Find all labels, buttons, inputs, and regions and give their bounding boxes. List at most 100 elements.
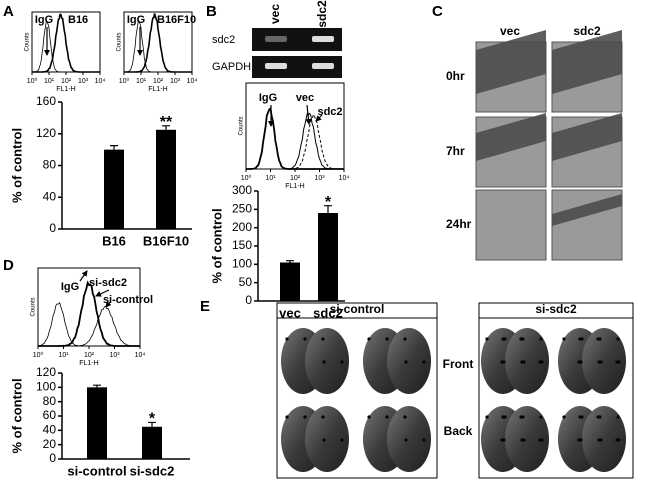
gel-band <box>312 36 334 42</box>
nodule <box>500 360 504 364</box>
label: 7hr <box>446 144 465 158</box>
label: 10⁰ <box>27 77 38 85</box>
gel-band <box>265 63 287 69</box>
nodule <box>578 337 582 341</box>
label: 10⁰ <box>119 77 130 85</box>
panel-label: A <box>3 3 14 20</box>
nodule <box>520 438 524 442</box>
label: 10³ <box>314 175 325 182</box>
y-tick-label: 100 <box>232 257 252 271</box>
label: 10¹ <box>136 78 147 85</box>
lung <box>582 406 626 472</box>
bar <box>280 262 300 301</box>
nodule <box>578 415 582 419</box>
error-bar <box>148 421 156 427</box>
scratch-gap <box>552 30 622 94</box>
significance: * <box>325 194 332 211</box>
y-tick-label: 150 <box>232 238 252 252</box>
nodule <box>285 337 289 341</box>
y-tick-label: 40 <box>43 189 57 203</box>
scratch-gap <box>552 113 622 161</box>
lung <box>387 406 431 472</box>
nodule <box>321 415 325 419</box>
y-tick-label: 160 <box>36 94 56 108</box>
error-bar <box>286 260 294 263</box>
gel-band <box>265 36 287 42</box>
label: sdc2 <box>212 34 235 46</box>
significance: * <box>149 411 156 428</box>
y-tick-label: 0 <box>49 221 56 235</box>
nodule <box>520 360 524 364</box>
label: FL1-H <box>56 86 75 93</box>
nodule <box>285 415 289 419</box>
y-tick-label: 80 <box>43 158 57 172</box>
gel-band <box>312 63 334 69</box>
label: FL1-H <box>148 86 167 93</box>
x-tick-label: B16 <box>102 233 126 248</box>
nodule <box>321 337 325 341</box>
y-tick-label: 0 <box>49 451 56 465</box>
label: IgG <box>35 14 53 26</box>
label: si-sdc2 <box>89 277 127 289</box>
lung <box>387 328 431 394</box>
bar <box>318 213 338 301</box>
nodule <box>303 415 307 419</box>
y-tick-label: 60 <box>43 408 57 422</box>
histogram-curve <box>246 113 344 170</box>
nodule <box>519 415 523 419</box>
y-tick-label: 20 <box>43 437 57 451</box>
label: Counts <box>31 297 37 316</box>
panel-label: D <box>3 257 14 274</box>
gel <box>252 56 342 78</box>
nodule <box>422 360 426 364</box>
bar <box>87 387 107 459</box>
x-tick-label: vec <box>279 305 301 320</box>
label: B16F10 <box>157 14 196 26</box>
bar <box>142 426 162 459</box>
label: Counts <box>25 32 31 51</box>
histogram-curve <box>38 305 140 347</box>
lung <box>505 328 549 394</box>
y-tick-label: 120 <box>36 126 56 140</box>
lung <box>505 406 549 472</box>
label: FL1-H <box>79 360 98 367</box>
label: IgG <box>127 14 145 26</box>
label: 10² <box>61 78 72 85</box>
lung <box>305 406 349 472</box>
error-bar <box>162 125 170 130</box>
label: 10² <box>153 78 164 85</box>
label: 10⁴ <box>95 78 106 85</box>
label: 10⁰ <box>33 351 44 359</box>
nodule <box>500 438 504 442</box>
nodule <box>577 438 581 442</box>
nodule <box>303 337 307 341</box>
label: 10³ <box>109 352 120 359</box>
y-tick-label: 0 <box>245 293 252 307</box>
nodule <box>597 438 601 442</box>
label: sdc2 <box>573 24 601 38</box>
label: Counts <box>117 32 123 51</box>
nodule <box>501 415 505 419</box>
nodule <box>562 337 566 341</box>
y-tick-label: 250 <box>232 202 252 216</box>
nodule <box>615 360 619 364</box>
nodule <box>403 337 407 341</box>
label: sdc2 <box>317 106 342 118</box>
y-axis-label: % of control <box>9 128 24 203</box>
nodule <box>539 415 543 419</box>
label: vec <box>268 4 282 24</box>
nodule <box>385 415 389 419</box>
frame <box>276 302 438 479</box>
nodule <box>538 438 542 442</box>
nodule <box>596 415 600 419</box>
label: si-control <box>330 302 385 316</box>
scratch-image <box>475 189 547 261</box>
x-tick-label: si-sdc2 <box>130 463 175 478</box>
label: sdc2 <box>315 0 329 28</box>
label: 10⁴ <box>135 352 146 359</box>
scratch-gap <box>476 113 546 161</box>
label: 10³ <box>170 78 181 85</box>
label: 0hr <box>446 69 465 83</box>
x-tick-label: si-control <box>67 463 126 478</box>
